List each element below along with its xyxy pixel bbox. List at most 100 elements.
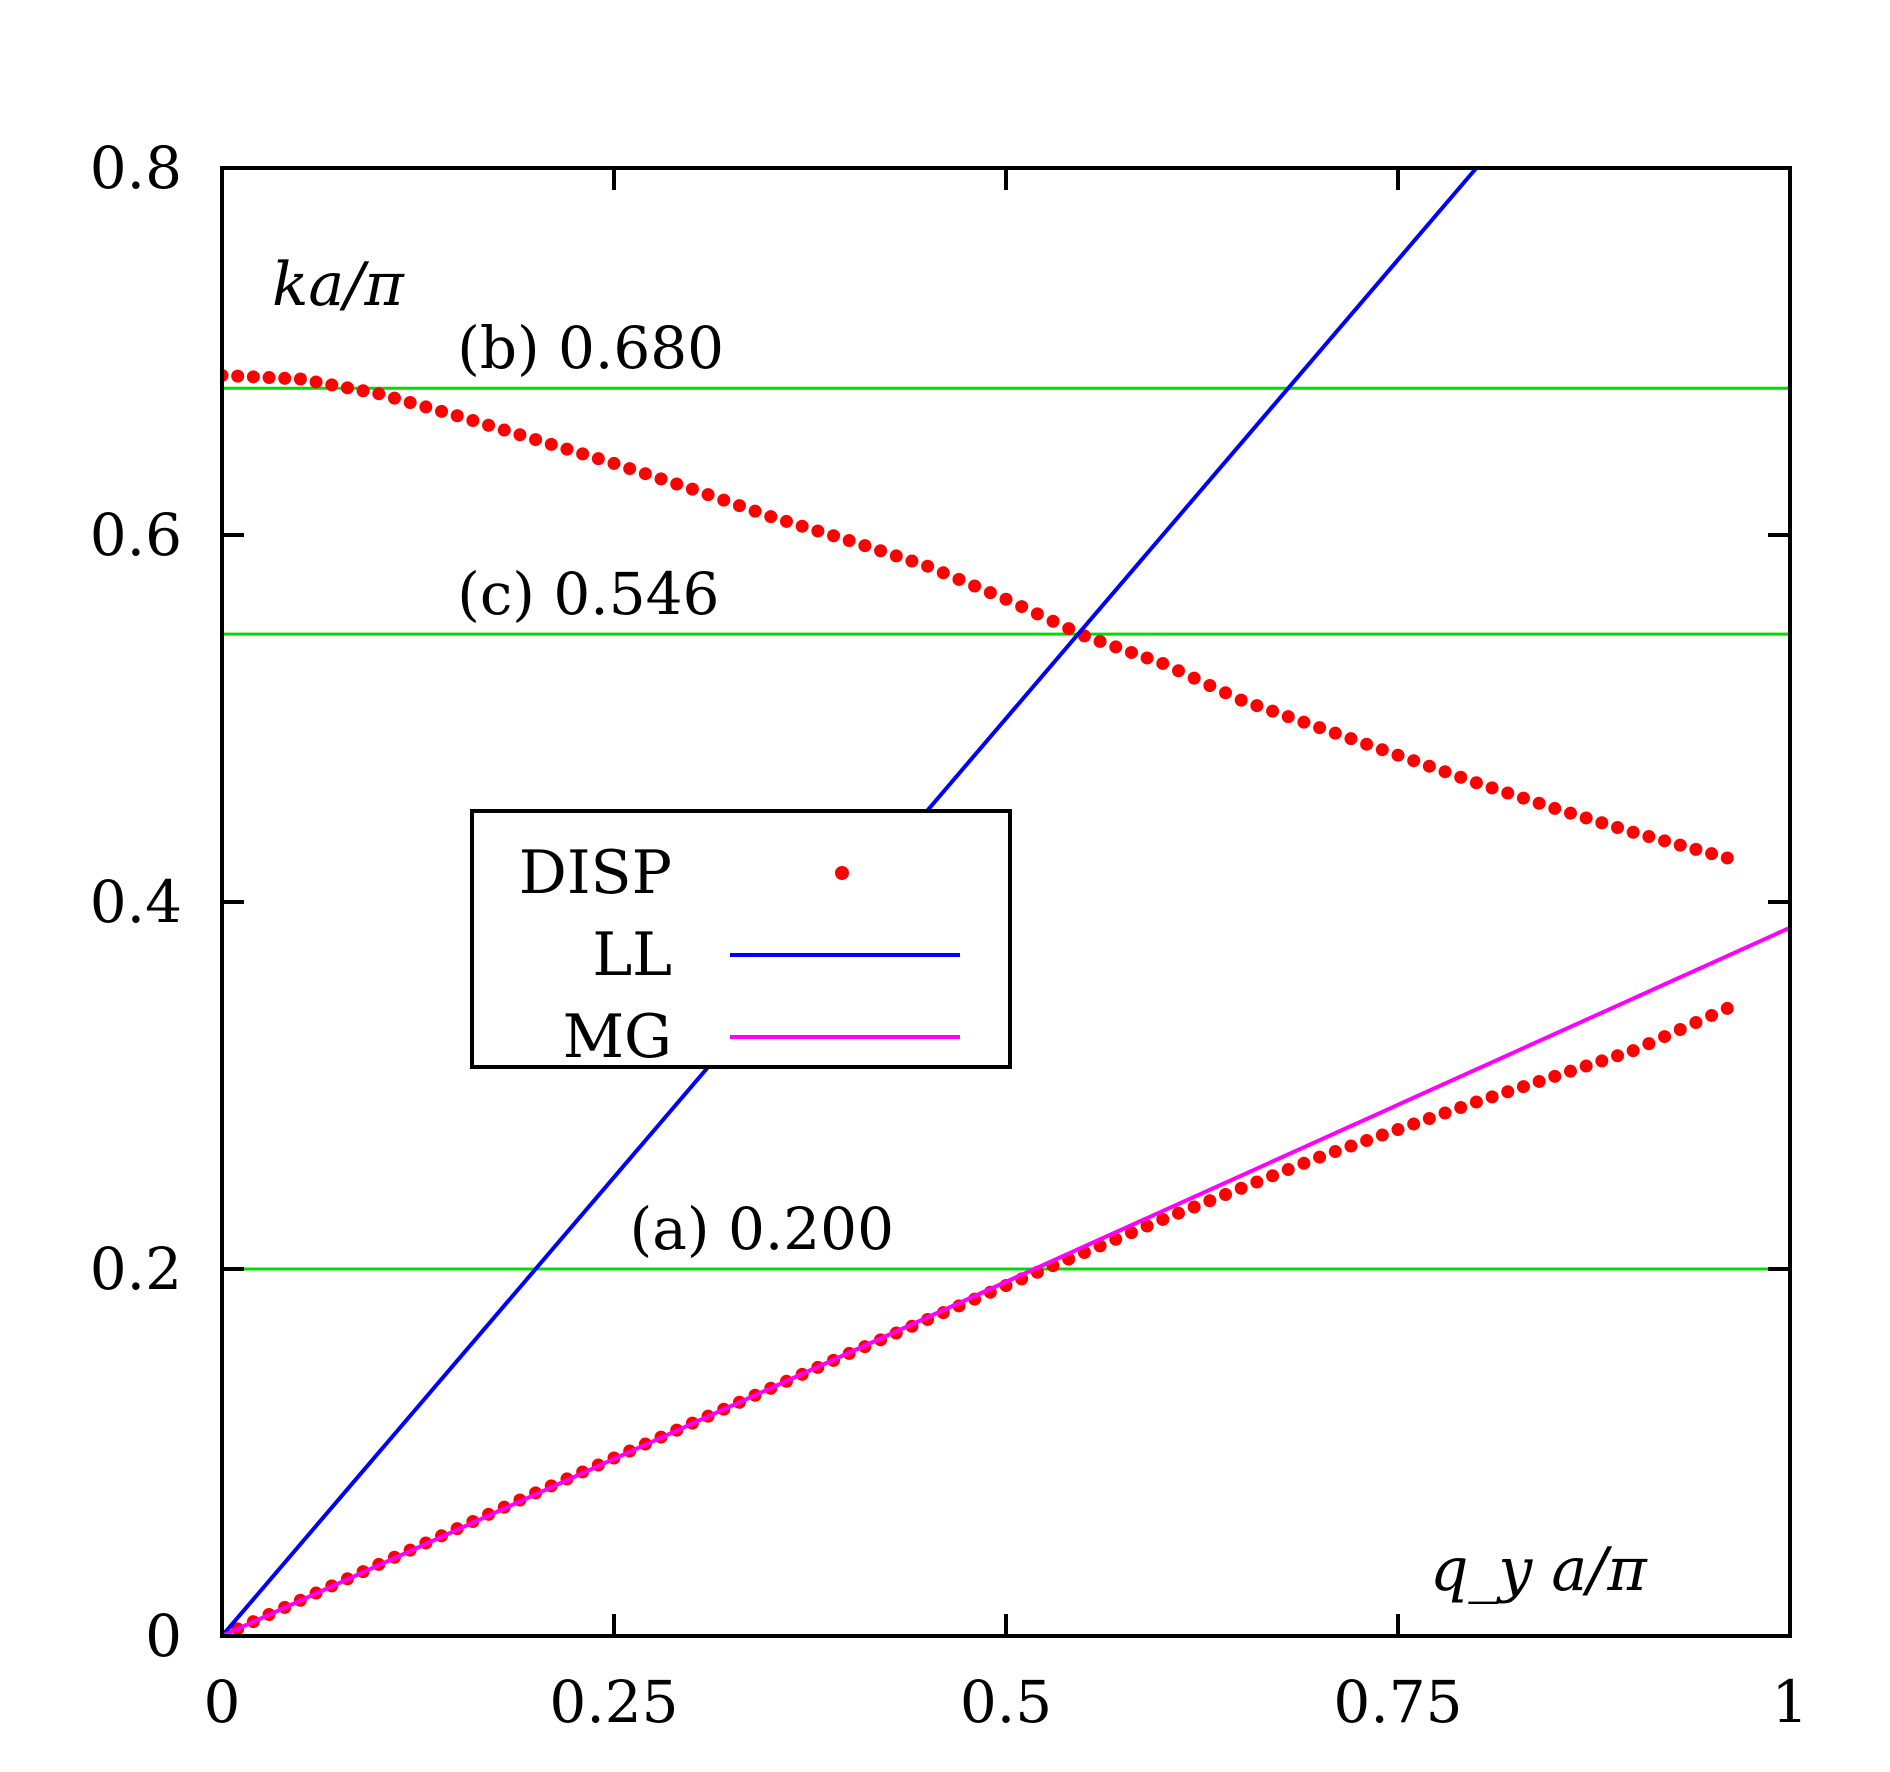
legend-swatch-DISP <box>835 866 849 880</box>
disp-point <box>1516 1080 1530 1094</box>
disp-point <box>701 488 715 502</box>
disp-point <box>309 375 323 389</box>
disp-point <box>1219 686 1233 700</box>
disp-point <box>1328 1145 1342 1159</box>
series-MG-line <box>222 925 1790 1636</box>
disp-point <box>921 559 935 573</box>
disp-point <box>293 372 307 386</box>
disp-point <box>1344 732 1358 746</box>
disp-point <box>1313 1150 1327 1164</box>
disp-point <box>1046 614 1060 628</box>
disp-point <box>1407 754 1421 768</box>
disp-point <box>231 369 245 383</box>
disp-point <box>1015 600 1029 614</box>
disp-point <box>1705 1008 1719 1022</box>
disp-point <box>1391 748 1405 762</box>
disp-point <box>717 493 731 507</box>
disp-point <box>1642 1037 1656 1051</box>
disp-point <box>1140 651 1154 665</box>
disp-point <box>576 447 590 461</box>
disp-point <box>529 433 543 447</box>
disp-point <box>1689 842 1703 856</box>
disp-point <box>1563 806 1577 820</box>
disp-point <box>419 400 433 414</box>
disp-point <box>874 544 888 558</box>
disp-point <box>748 504 762 518</box>
disp-point <box>1579 811 1593 825</box>
disp-point <box>1140 1219 1154 1233</box>
disp-point <box>403 396 417 410</box>
disp-point <box>983 586 997 600</box>
legend-label-DISP: DISP <box>519 838 672 908</box>
disp-point <box>1548 1069 1562 1083</box>
legend: DISP LL MG <box>470 809 1012 1072</box>
disp-point <box>685 482 699 496</box>
disp-point <box>1532 1074 1546 1088</box>
disp-point <box>670 477 684 491</box>
disp-point <box>1375 743 1389 757</box>
disp-point <box>1171 1206 1185 1220</box>
x-tick-label: 1 <box>1772 1668 1809 1736</box>
disp-point <box>372 387 386 401</box>
disp-point <box>1297 715 1311 729</box>
disp-point <box>1720 1001 1734 1015</box>
x-tick-label: 0.5 <box>960 1668 1052 1736</box>
disp-point <box>1203 678 1217 692</box>
disp-point <box>827 529 841 543</box>
disp-point <box>482 418 496 432</box>
disp-point <box>1611 820 1625 834</box>
disp-point <box>1219 1187 1233 1201</box>
x-tick-label: 0.75 <box>1333 1668 1462 1736</box>
disp-point <box>1266 1169 1280 1183</box>
disp-point <box>1234 693 1248 707</box>
disp-point <box>1360 737 1374 751</box>
disp-point <box>1485 1090 1499 1104</box>
disp-point <box>889 549 903 563</box>
disp-point <box>1156 656 1170 670</box>
disp-point <box>1689 1015 1703 1029</box>
disp-point <box>1344 1139 1358 1153</box>
disp-point <box>999 592 1013 606</box>
disp-point <box>1062 622 1076 636</box>
reference-line-label-2: (c) 0.546 <box>457 560 719 628</box>
disp-point <box>1626 825 1640 839</box>
disp-point <box>1454 1101 1468 1115</box>
disp-point <box>1250 1175 1264 1189</box>
disp-point <box>1658 1030 1672 1044</box>
disp-point <box>1030 607 1044 621</box>
disp-point <box>340 381 354 395</box>
disp-point <box>1156 1212 1170 1226</box>
y-tick-label: 0.2 <box>90 1235 182 1303</box>
disp-point <box>607 456 621 470</box>
tick-labels: 0 0.25 0.5 0.75 1 0 0.2 0.4 0.6 0.8 <box>90 134 1809 1736</box>
disp-point <box>638 467 652 481</box>
x-tick-label: 0.25 <box>549 1668 678 1736</box>
disp-point <box>1611 1049 1625 1063</box>
disp-point <box>952 572 966 586</box>
disp-point <box>1203 1194 1217 1208</box>
disp-point <box>591 452 605 466</box>
disp-point <box>795 519 809 533</box>
y-tick-label: 0.4 <box>90 868 182 936</box>
disp-point <box>1501 786 1515 800</box>
disp-point <box>732 499 746 513</box>
reference-line-label-0: (a) 0.200 <box>630 1195 894 1263</box>
disp-point <box>387 391 401 405</box>
disp-point <box>1266 704 1280 718</box>
disp-point <box>1234 1181 1248 1195</box>
disp-point <box>1391 1123 1405 1137</box>
disp-point <box>1673 838 1687 852</box>
disp-point <box>1469 776 1483 790</box>
disp-point <box>1360 1134 1374 1148</box>
disp-point <box>1422 1112 1436 1126</box>
y-tick-label: 0 <box>145 1602 182 1670</box>
x-axis-title: q_y a/π <box>1430 1535 1648 1605</box>
legend-box <box>470 809 1012 1069</box>
disp-point <box>1673 1023 1687 1037</box>
disp-point <box>1171 664 1185 678</box>
disp-point <box>1705 847 1719 861</box>
disp-point <box>1422 759 1436 773</box>
disp-point <box>1124 645 1138 659</box>
disp-point <box>1595 816 1609 830</box>
